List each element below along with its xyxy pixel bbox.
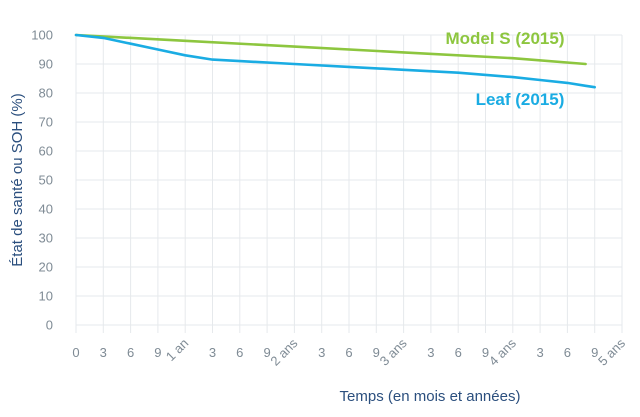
series-label: Leaf (2015): [476, 90, 565, 109]
x-tick-label: 2 ans: [267, 335, 300, 368]
x-tick-label: 9: [154, 345, 161, 360]
y-axis-title: État de santé ou SOH (%): [9, 93, 26, 266]
x-tick-label: 3 ans: [377, 335, 410, 368]
series-labels: Model S (2015) Leaf (2015): [445, 29, 564, 109]
x-tick-label: 9: [263, 345, 270, 360]
y-tick-label: 10: [39, 289, 53, 304]
y-tick-label: 30: [39, 231, 53, 246]
x-tick-label: 5 ans: [595, 335, 628, 368]
series-label: Model S (2015): [445, 29, 564, 48]
y-tick-label: 70: [39, 115, 53, 130]
series-line: [74, 33, 597, 89]
x-tick-label: 4 ans: [486, 335, 519, 368]
x-tick-label: 6: [564, 345, 571, 360]
x-tick-label: 6: [127, 345, 134, 360]
y-tick-label: 0: [46, 318, 53, 333]
x-tick-label: 1 an: [163, 336, 192, 365]
x-axis-title: Temps (en mois et années): [340, 388, 521, 405]
x-tick-label: 9: [591, 345, 598, 360]
x-tick-label: 3: [209, 345, 216, 360]
y-tick-label: 50: [39, 173, 53, 188]
y-tick-label: 40: [39, 202, 53, 217]
x-tick-label: 6: [455, 345, 462, 360]
y-tick-label: 90: [39, 57, 53, 72]
y-tick-label: 100: [31, 28, 53, 43]
x-tick-label: 3: [427, 345, 434, 360]
x-tick-label: 3: [536, 345, 543, 360]
x-tick-label: 9: [482, 345, 489, 360]
x-tick-label: 3: [318, 345, 325, 360]
y-tick-label: 80: [39, 86, 53, 101]
x-tick-label: 6: [345, 345, 352, 360]
grid: [75, 34, 623, 333]
x-tick-label: 0: [72, 345, 79, 360]
y-axis-ticks: 0 10 20 30 40 50 60 70 80 90 100: [31, 28, 53, 333]
series-line: [74, 33, 587, 66]
x-tick-label: 3: [100, 345, 107, 360]
y-tick-label: 20: [39, 260, 53, 275]
series-lines: [74, 33, 597, 89]
x-tick-label: 9: [373, 345, 380, 360]
y-tick-label: 60: [39, 144, 53, 159]
x-tick-label: 6: [236, 345, 243, 360]
